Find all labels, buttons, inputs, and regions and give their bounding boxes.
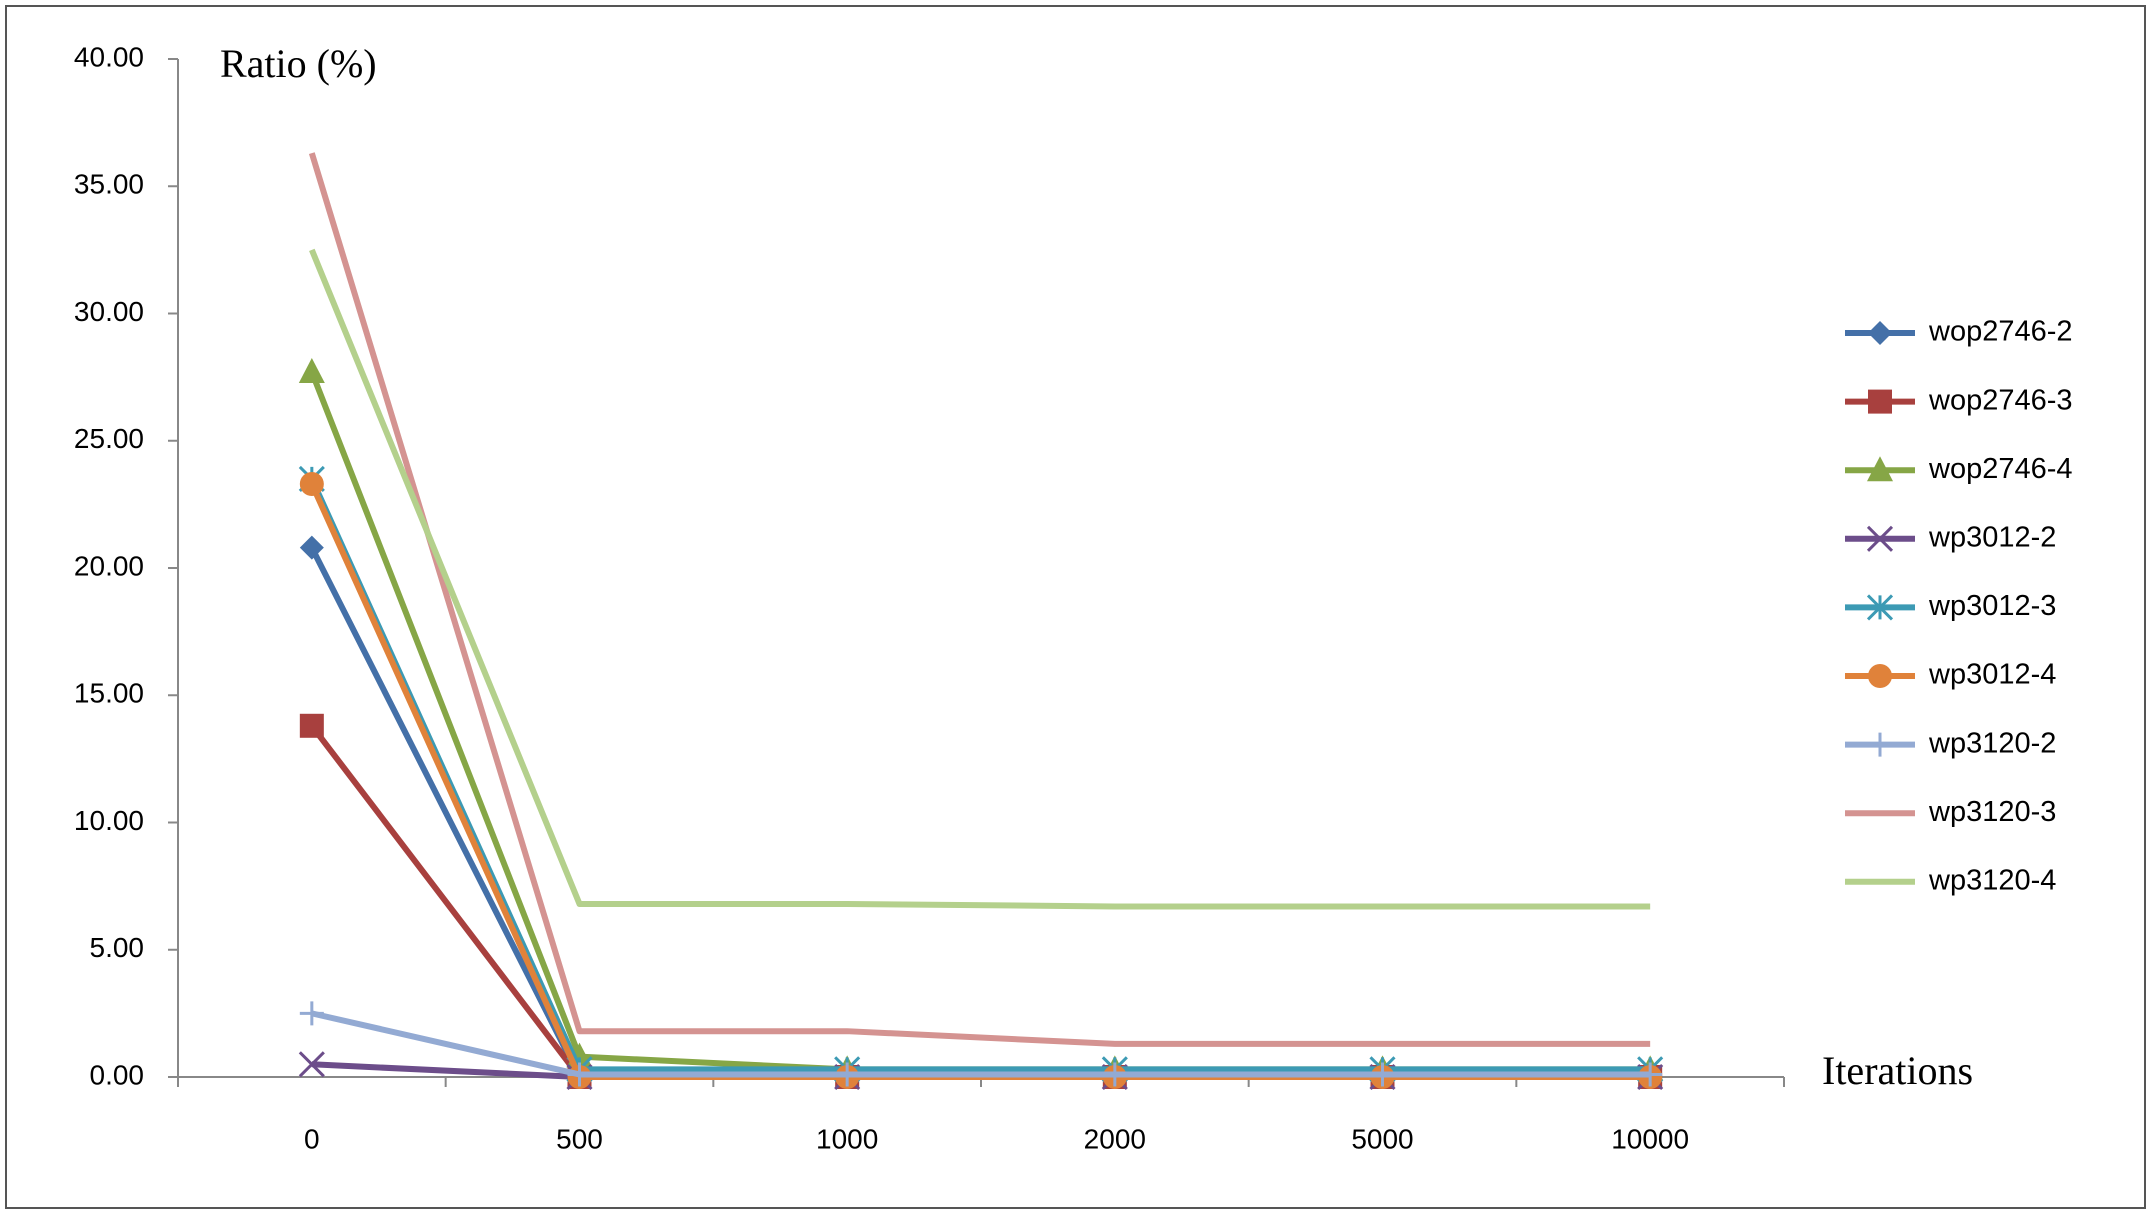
marker	[299, 1001, 324, 1026]
legend-label: wp3120-3	[1928, 796, 2056, 828]
line	[309, 477, 1651, 1073]
legend-marker	[1868, 732, 1892, 757]
marker	[567, 1062, 592, 1087]
series	[309, 248, 1651, 910]
y-tick-label: 35.00	[74, 169, 144, 200]
legend-marker	[1866, 525, 1894, 552]
marker	[298, 1051, 325, 1078]
marker	[298, 358, 325, 384]
marker	[1102, 1062, 1127, 1087]
x-tick-label: 2000	[1084, 1123, 1146, 1154]
marker	[1370, 1062, 1395, 1087]
legend-label: wop2746-2	[1928, 316, 2073, 348]
legend-marker	[1868, 389, 1892, 414]
series	[308, 152, 1651, 1047]
legend-label: wp3120-2	[1928, 727, 2056, 759]
line	[309, 248, 1651, 910]
y-tick-label: 15.00	[74, 678, 144, 709]
y-tick-label: 20.00	[74, 550, 144, 581]
chart-border	[5, 5, 2146, 1209]
marker	[299, 472, 324, 497]
x-tick-label: 1000	[816, 1123, 878, 1154]
marker	[1638, 1062, 1663, 1087]
marker	[299, 535, 324, 560]
x-axis-label: Iterations	[1822, 1048, 1973, 1093]
line	[309, 723, 1651, 1080]
legend-label: wp3012-4	[1928, 659, 2056, 691]
y-tick-label: 5.00	[90, 932, 145, 963]
line	[308, 152, 1651, 1047]
legend-label: wp3012-3	[1928, 590, 2056, 622]
series	[299, 1001, 1663, 1087]
y-tick-label: 0.00	[90, 1059, 145, 1090]
marker	[835, 1062, 860, 1087]
x-tick-label: 10000	[1611, 1123, 1689, 1154]
y-axis-label: Ratio (%)	[220, 41, 377, 86]
y-tick-label: 40.00	[74, 41, 144, 72]
legend-label: wop2746-3	[1928, 384, 2073, 416]
legend-marker	[1868, 664, 1892, 688]
legend-marker	[1868, 321, 1892, 345]
y-tick-label: 30.00	[74, 296, 144, 327]
legend-marker	[1867, 456, 1893, 482]
legend-label: wp3120-4	[1928, 864, 2056, 896]
legend-label: wp3012-2	[1928, 521, 2056, 553]
legend-marker	[1866, 594, 1894, 621]
line	[309, 370, 1651, 1073]
x-tick-label: 5000	[1351, 1123, 1413, 1154]
y-tick-label: 10.00	[74, 805, 144, 836]
line	[311, 1010, 1651, 1078]
x-tick-label: 500	[556, 1123, 603, 1154]
marker	[299, 713, 324, 738]
x-tick-label: 0	[304, 1123, 320, 1154]
legend-label: wop2746-4	[1928, 453, 2073, 485]
y-tick-label: 25.00	[74, 423, 144, 454]
series	[299, 535, 1663, 1089]
